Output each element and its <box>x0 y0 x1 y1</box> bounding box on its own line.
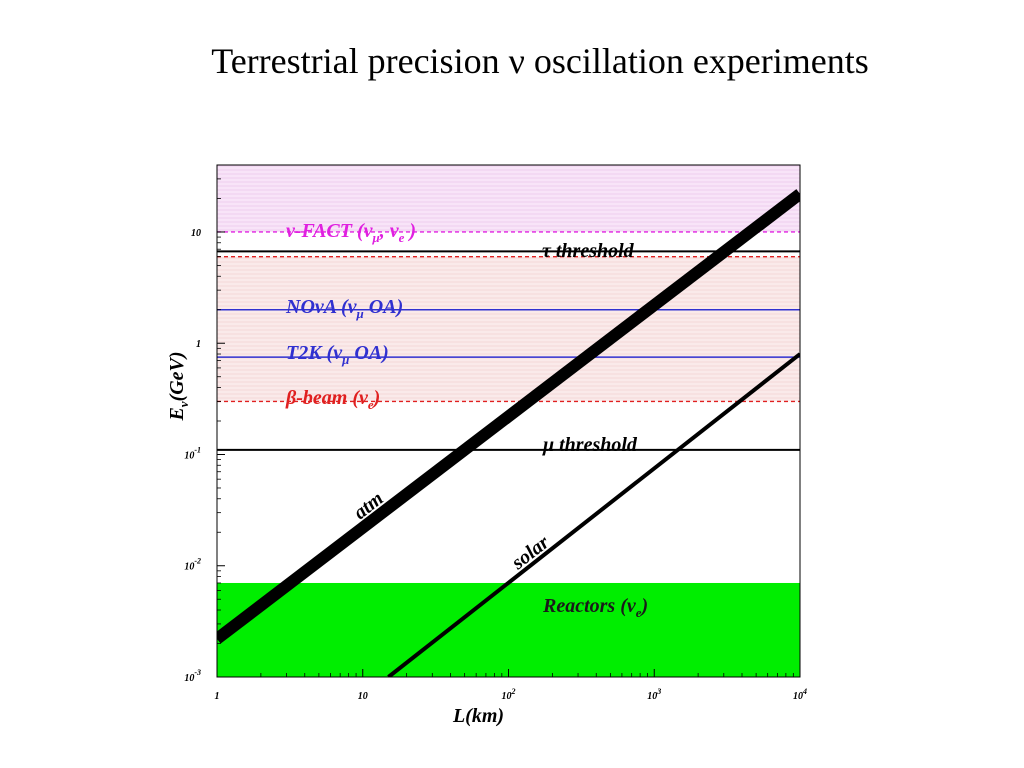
plot-area <box>217 165 800 677</box>
x-tick-label: 104 <box>793 687 807 702</box>
x-tick-label: 10 <box>358 691 368 702</box>
y-tick-label: 10-1 <box>184 445 201 461</box>
mu-threshold-label: μ threshold <box>542 434 638 456</box>
tau-threshold-label: τ threshold <box>542 240 635 262</box>
nufact-label: ν-FACT (νμ, νe ) <box>286 220 416 245</box>
beta-beam-label: β-beam (νe) <box>285 387 380 412</box>
atm-band <box>217 189 800 644</box>
x-tick-label: 102 <box>502 687 516 702</box>
beam-region <box>217 256 800 402</box>
x-tick-label: 1 <box>215 691 220 702</box>
x-axis-title: L(km) <box>452 705 504 727</box>
solar-band <box>387 352 800 677</box>
y-tick-label: 1 <box>196 339 201 350</box>
y-axis-title: Eν(GeV) <box>166 351 191 421</box>
nufact-region <box>217 165 800 232</box>
reactor-region <box>217 582 800 677</box>
x-tick-label: 103 <box>647 687 661 702</box>
y-tick-label: 10-2 <box>184 557 201 573</box>
nova-label: NOvA (νμ OA) <box>285 296 403 321</box>
reactors-label: Reactors (νe) <box>542 595 648 620</box>
t2k-label: T2K (νμ OA) <box>286 342 389 367</box>
y-tick-label: 10-3 <box>184 668 201 684</box>
y-tick-label: 10 <box>191 228 201 239</box>
slide-title: Terrestrial precision ν oscillation expe… <box>211 41 869 81</box>
